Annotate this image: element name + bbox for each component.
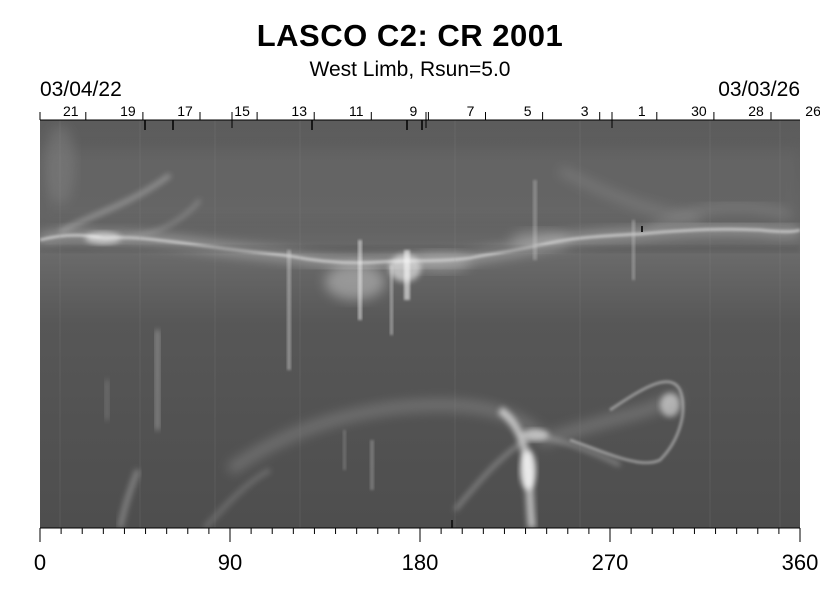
top-tick-label: 5 xyxy=(524,103,532,119)
bottom-longitude-axis: 0 90 180 270 360 xyxy=(34,528,818,575)
top-tick-label: 30 xyxy=(691,103,707,119)
top-tick-label: 3 xyxy=(581,103,589,119)
plot-title: LASCO C2: CR 2001 xyxy=(256,18,564,53)
plot-image xyxy=(40,120,800,528)
top-tick-label: 9 xyxy=(410,103,418,119)
bottom-tick-label: 90 xyxy=(218,550,242,575)
top-tick-label: 15 xyxy=(234,103,250,119)
top-tick-label: 7 xyxy=(467,103,475,119)
top-tick-label: 28 xyxy=(748,103,764,119)
top-tick-label: 26 xyxy=(805,103,820,119)
top-tick-label: 11 xyxy=(349,103,364,119)
start-date-label: 03/04/22 xyxy=(40,78,122,101)
top-tick-label: 1 xyxy=(638,103,646,119)
top-tick-label: 17 xyxy=(177,103,193,119)
top-date-axis: 21 19 17 15 13 11 9 7 5 3 1 30 28 26 xyxy=(39,103,820,130)
bottom-tick-label: 180 xyxy=(402,550,439,575)
top-tick-label: 19 xyxy=(120,103,136,119)
bottom-tick-label: 360 xyxy=(782,550,819,575)
bottom-tick-label: 0 xyxy=(34,550,46,575)
bottom-tick-label: 270 xyxy=(592,550,629,575)
plot-subtitle: West Limb, Rsun=5.0 xyxy=(309,58,511,81)
top-tick-label: 21 xyxy=(63,103,79,119)
top-tick-label: 13 xyxy=(291,103,307,119)
end-date-label: 03/03/26 xyxy=(718,78,800,101)
